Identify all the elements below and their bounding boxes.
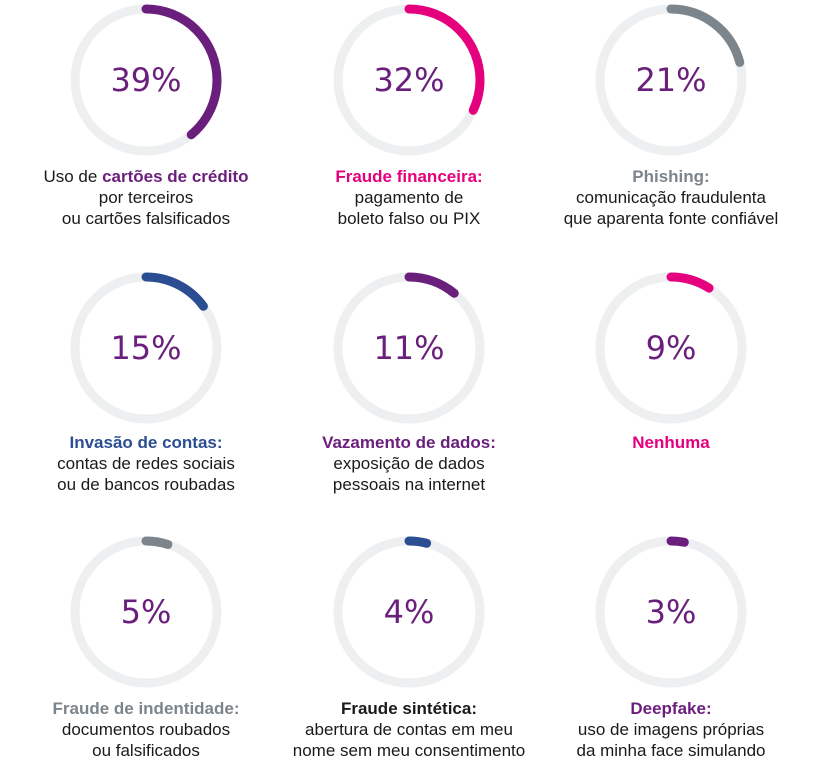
caption-line: ou de bancos roubadas bbox=[11, 474, 281, 495]
caption-text: documentos roubados bbox=[61, 720, 231, 739]
caption-line: pessoais na internet bbox=[274, 474, 544, 495]
caption-text: pessoais na internet bbox=[332, 475, 486, 494]
donut-ring: 4% bbox=[329, 532, 489, 692]
caption-text: contas de redes sociais bbox=[57, 454, 235, 473]
caption-line: Vazamento de dados: bbox=[274, 432, 544, 453]
caption-line: da minha face simulando bbox=[536, 740, 806, 761]
caption-text: por terceiros bbox=[98, 188, 194, 207]
caption-text: boleto falso ou PIX bbox=[337, 209, 481, 228]
donut-caption: Phishing: comunicação fraudulenta que apar… bbox=[536, 166, 806, 229]
donut-ring: 3% bbox=[591, 532, 751, 692]
donut-arc bbox=[333, 272, 485, 424]
donut-caption: Uso de cartões de crédito por terceiros ou… bbox=[11, 166, 281, 229]
caption-highlight: Fraude de indentidade: bbox=[52, 699, 240, 718]
caption-text: uso de imagens próprias bbox=[577, 720, 765, 739]
caption-line: abertura de contas em meu bbox=[274, 719, 544, 740]
donut-ring: 11% bbox=[329, 268, 489, 428]
donut-arc bbox=[70, 272, 222, 424]
caption-line: exposição de dados bbox=[274, 453, 544, 474]
donut-ring: 5% bbox=[66, 532, 226, 692]
donut-ring: 9% bbox=[591, 268, 751, 428]
caption-line: contas de redes sociais bbox=[11, 453, 281, 474]
caption-line: documentos roubados bbox=[11, 719, 281, 740]
donut-arc bbox=[595, 4, 747, 156]
caption-line: Fraude financeira: bbox=[274, 166, 544, 187]
caption-text: abertura de contas em meu bbox=[305, 720, 513, 739]
caption-line: uso de imagens próprias bbox=[536, 719, 806, 740]
caption-line: Phishing: bbox=[536, 166, 806, 187]
caption-line: ou cartões falsificados bbox=[11, 208, 281, 229]
caption-line: Nenhuma bbox=[536, 432, 806, 453]
percent-label: 21% bbox=[635, 61, 707, 99]
donut-svg bbox=[333, 272, 485, 424]
caption-highlight: Nenhuma bbox=[632, 433, 710, 452]
donut-caption: Nenhuma bbox=[536, 432, 806, 453]
caption-text: comunicação fraudulenta bbox=[576, 188, 766, 207]
caption-line: comunicação fraudulenta bbox=[536, 187, 806, 208]
percent-label: 5% bbox=[120, 593, 172, 631]
caption-text: exposição de dados bbox=[333, 454, 485, 473]
donut-arc bbox=[595, 272, 747, 424]
percent-label: 11% bbox=[373, 329, 445, 367]
caption-line: ou falsificados bbox=[11, 740, 281, 761]
caption-highlight: Deepfake: bbox=[630, 699, 712, 718]
donut-svg bbox=[595, 536, 747, 688]
caption-text: nome sem meu consentimento bbox=[292, 741, 526, 760]
donut-svg bbox=[70, 4, 222, 156]
caption-line: por terceiros bbox=[11, 187, 281, 208]
caption-line: Invasão de contas: bbox=[11, 432, 281, 453]
donut-svg bbox=[70, 272, 222, 424]
caption-line: que aparenta fonte confiável bbox=[536, 208, 806, 229]
donut-caption: Vazamento de dados: exposição de dados pes… bbox=[274, 432, 544, 495]
donut-arc bbox=[333, 4, 485, 156]
donut-arc bbox=[70, 536, 222, 688]
donut-svg bbox=[70, 536, 222, 688]
percent-label: 15% bbox=[110, 329, 182, 367]
caption-highlight: Vazamento de dados: bbox=[322, 433, 496, 452]
donut-caption: Fraude financeira: pagamento de boleto fal… bbox=[274, 166, 544, 229]
caption-text: que aparenta fonte confiável bbox=[563, 209, 779, 228]
donut-ring: 15% bbox=[66, 268, 226, 428]
caption-line: boleto falso ou PIX bbox=[274, 208, 544, 229]
donut-caption: Fraude sintética: abertura de contas em m… bbox=[274, 698, 544, 761]
caption-text: ou falsificados bbox=[92, 741, 200, 760]
caption-line: Fraude de indentidade: bbox=[11, 698, 281, 719]
donut-svg bbox=[595, 4, 747, 156]
percent-label: 9% bbox=[645, 329, 697, 367]
percent-label: 39% bbox=[110, 61, 182, 99]
caption-highlight: Invasão de contas: bbox=[69, 433, 223, 452]
caption-text: Uso de bbox=[43, 167, 103, 186]
caption-line: Fraude sintética: bbox=[274, 698, 544, 719]
percent-label: 3% bbox=[645, 593, 697, 631]
caption-text: da minha face simulando bbox=[576, 741, 766, 760]
caption-line: pagamento de bbox=[274, 187, 544, 208]
caption-highlight: Phishing: bbox=[632, 167, 710, 186]
donut-svg bbox=[595, 272, 747, 424]
donut-svg bbox=[333, 4, 485, 156]
donut-ring: 32% bbox=[329, 0, 489, 160]
caption-line: Deepfake: bbox=[536, 698, 806, 719]
caption-highlight: cartões de crédito bbox=[102, 167, 249, 186]
donut-ring: 39% bbox=[66, 0, 226, 160]
donut-arc bbox=[333, 536, 485, 688]
donut-svg bbox=[333, 536, 485, 688]
caption-highlight: Fraude financeira: bbox=[335, 167, 483, 186]
donut-caption: Invasão de contas: contas de redes sociai… bbox=[11, 432, 281, 495]
percent-label: 4% bbox=[383, 593, 435, 631]
caption-line: Uso de cartões de crédito bbox=[11, 166, 281, 187]
percent-label: 32% bbox=[373, 61, 445, 99]
donut-arc bbox=[595, 536, 747, 688]
caption-text: pagamento de bbox=[354, 188, 464, 207]
caption-text: ou de bancos roubadas bbox=[57, 475, 235, 494]
caption-line: nome sem meu consentimento bbox=[274, 740, 544, 761]
donut-arc bbox=[70, 4, 222, 156]
donut-ring: 21% bbox=[591, 0, 751, 160]
caption-text: ou cartões falsificados bbox=[61, 209, 231, 228]
caption-highlight: Fraude sintética: bbox=[340, 699, 478, 718]
